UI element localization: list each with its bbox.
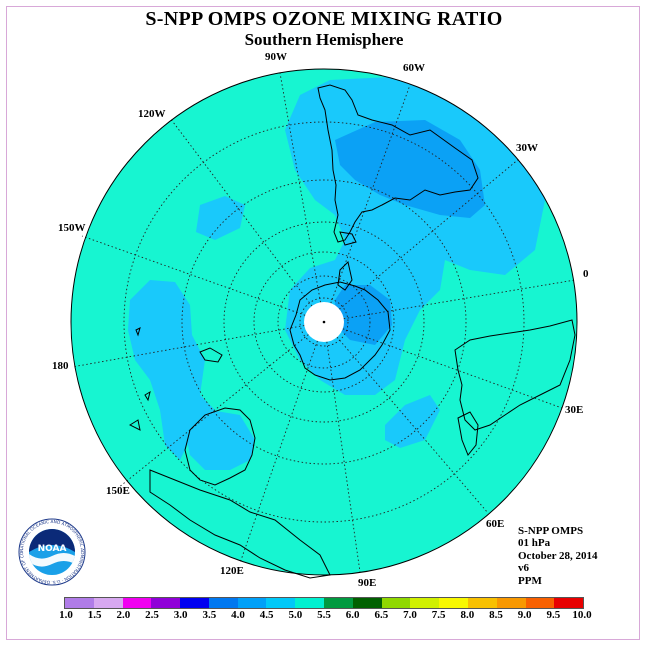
lon-label-150e: 150E: [106, 485, 130, 497]
color-bar-tick-label: 1.5: [87, 609, 102, 621]
noaa-logo: NATIONAL OCEANIC AND ATMOSPHERIC ADMINIS…: [18, 518, 86, 586]
lon-label-0: 0: [583, 268, 589, 280]
color-bar-tick-label: 7.0: [403, 609, 417, 621]
field-4p0-4p5-pacific-east: [196, 196, 245, 240]
color-bar-tick-label: 6.5: [374, 609, 389, 621]
color-bar-tick-label: 8.5: [489, 609, 503, 621]
lon-label-90w: 90W: [265, 51, 287, 63]
color-bar-swatch: [439, 598, 468, 608]
coastlines: [128, 84, 576, 579]
product-info: S-NPP OMPS 01 hPa October 28, 2014 v6 PP…: [518, 525, 598, 587]
meridians: [71, 72, 576, 573]
plot-frame: [6, 6, 640, 640]
field-4p0-4p5-pacific-west: [128, 280, 215, 460]
lon-label-60e: 60E: [486, 518, 505, 530]
color-bar-swatch: [324, 598, 353, 608]
color-bar-swatch: [208, 598, 238, 608]
lon-label-120e: 120E: [220, 565, 244, 577]
color-bar-tick-label: 4.0: [231, 609, 245, 621]
color-bar-swatch: [237, 598, 267, 608]
color-bar-tick-label: 5.5: [317, 609, 331, 621]
coast-southeast-asia: [149, 469, 331, 579]
color-bar-tick-label: 9.0: [517, 609, 532, 621]
map-boundary: [70, 68, 578, 576]
map-subtitle: Southern Hemisphere: [244, 30, 404, 49]
parallels: [123, 121, 525, 523]
color-bar-swatch: [496, 598, 526, 608]
color-bar-tick-label: 3.0: [173, 609, 188, 621]
color-bar-swatch: [93, 598, 123, 608]
color-bar-tick-label: 4.5: [259, 609, 274, 621]
color-bar-tick-label: 10.0: [572, 609, 592, 621]
color-bar-swatch: [151, 598, 181, 608]
lon-label-180: 180: [52, 360, 69, 372]
info-date: October 28, 2014: [518, 549, 598, 562]
info-level: 01 hPa: [518, 537, 551, 550]
field-4p0-4p5-australia: [185, 410, 255, 470]
color-bar-swatch: [65, 598, 94, 608]
coast-pacific-islands: [128, 327, 151, 431]
color-bar-swatch: [180, 598, 209, 608]
color-bar-swatch: [410, 598, 440, 608]
info-units: PPM: [518, 574, 542, 587]
coast-africa: [454, 319, 576, 431]
color-bar-swatch: [295, 598, 325, 608]
coast-new-zealand: [199, 347, 223, 363]
coast-australia: [184, 407, 256, 486]
color-bar-tick-label: 2.0: [116, 609, 131, 621]
lon-label-30w: 30W: [516, 142, 538, 154]
color-bar-tick-label: 7.5: [431, 609, 446, 621]
color-bar: [64, 597, 584, 609]
map-title: S-NPP OMPS OZONE MIXING RATIO: [145, 8, 503, 30]
color-bar-tick-label: 5.0: [288, 609, 303, 621]
color-bar-tick-label: 6.0: [345, 609, 360, 621]
south-pole-marker: [322, 320, 326, 324]
color-bar-swatch: [266, 598, 296, 608]
lon-label-120w: 120W: [138, 108, 166, 120]
color-bar-tick-label: 3.5: [202, 609, 217, 621]
coast-tierra-del-fuego: [339, 231, 357, 246]
color-bar-swatch: [352, 598, 382, 608]
coast-madagascar: [457, 411, 479, 456]
noaa-logo-text: NOAA: [38, 544, 67, 554]
info-instrument: S-NPP OMPS: [518, 525, 584, 537]
color-bar-swatch: [381, 598, 411, 608]
field-4p0-4p5-indian: [385, 395, 440, 448]
lon-label-60w: 60W: [403, 62, 425, 74]
color-bar-tick-label: 9.5: [546, 609, 561, 621]
color-bar-swatch: [122, 598, 152, 608]
color-bar-tick-label: 1.0: [59, 609, 73, 621]
color-bar-swatch: [467, 598, 497, 608]
info-version: v6: [518, 562, 529, 575]
lon-label-90e: 90E: [358, 577, 377, 589]
lon-label-150w: 150W: [58, 222, 86, 234]
color-bar-swatch: [554, 598, 584, 608]
color-bar-tick-label: 2.5: [145, 609, 159, 621]
coast-south-america: [317, 84, 479, 243]
coast-antarctica: [289, 281, 391, 381]
color-bar-tick-label: 8.0: [460, 609, 475, 621]
color-bar-swatch: [525, 598, 555, 608]
lon-label-30e: 30E: [565, 404, 584, 416]
